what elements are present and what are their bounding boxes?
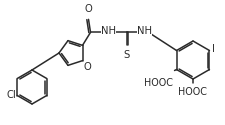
Text: NH: NH: [101, 26, 115, 36]
Text: HOOC: HOOC: [143, 78, 172, 88]
Text: Cl: Cl: [7, 90, 16, 101]
Text: O: O: [84, 4, 92, 14]
Text: HOOC: HOOC: [178, 87, 207, 97]
Text: NH: NH: [136, 26, 151, 36]
Text: O: O: [83, 62, 91, 72]
Text: S: S: [123, 50, 129, 60]
Text: I: I: [212, 44, 214, 54]
